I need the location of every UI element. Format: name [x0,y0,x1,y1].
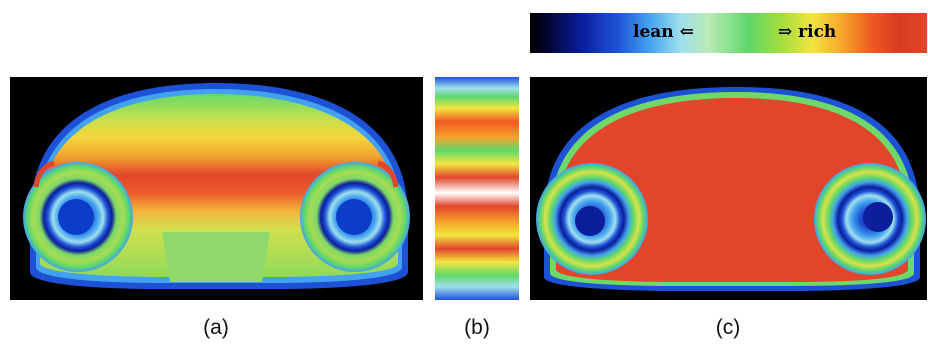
caption-c: (c) [715,316,741,339]
caption-b: (b) [464,316,490,339]
panel-b-image [435,77,519,300]
panel-c-image [530,77,927,300]
colorbar-lean-label: lean ⇐ [633,22,694,42]
colorbar-rich-label: ⇒ rich [778,22,837,42]
caption-a: (a) [203,316,229,339]
colorbar: lean ⇐ ⇒ rich [530,13,927,53]
panel-a-image [10,77,423,300]
